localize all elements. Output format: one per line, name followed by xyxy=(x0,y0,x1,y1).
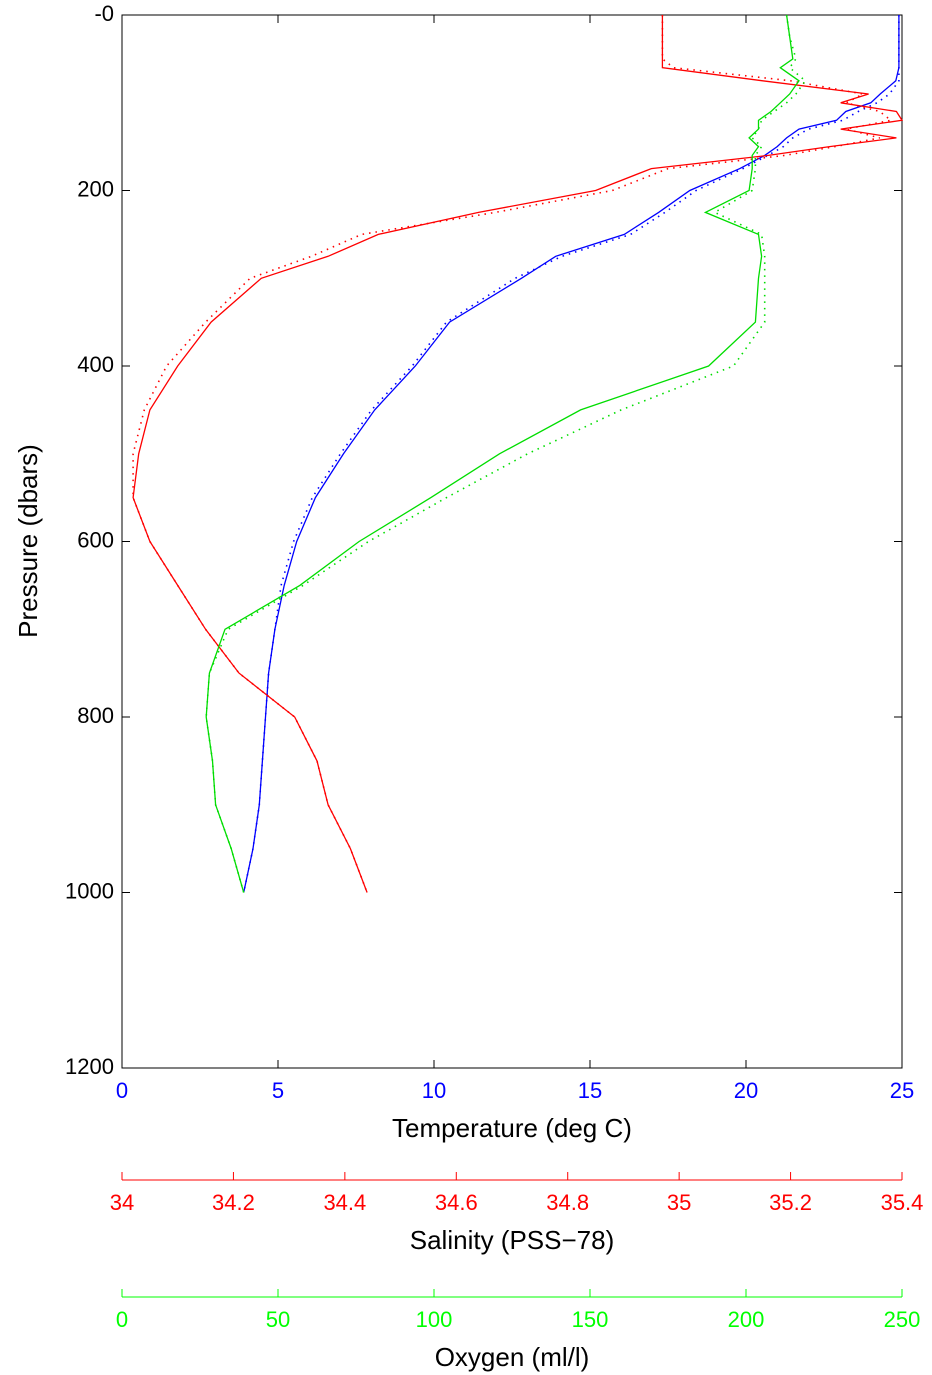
x-tick-label: 35.2 xyxy=(769,1190,812,1215)
x-tick-label: 50 xyxy=(266,1307,290,1332)
profile-line xyxy=(242,15,900,893)
x-tick-label: 15 xyxy=(578,1078,602,1103)
x-axis-label: Temperature (deg C) xyxy=(392,1113,632,1143)
x-tick-label: 150 xyxy=(572,1307,609,1332)
y-axis-label: Pressure (dbars) xyxy=(13,444,43,638)
x-axis-label: Salinity (PSS−78) xyxy=(410,1225,614,1255)
x-tick-label: 5 xyxy=(272,1078,284,1103)
x-tick-label: 35 xyxy=(667,1190,691,1215)
x-tick-label: 0 xyxy=(116,1078,128,1103)
y-tick-label: 200 xyxy=(77,176,114,201)
y-tick-label: 1200 xyxy=(65,1054,114,1079)
x-tick-label: 35.4 xyxy=(881,1190,924,1215)
x-tick-label: 34.2 xyxy=(212,1190,255,1215)
y-tick-label: -0 xyxy=(94,1,114,26)
profile-line xyxy=(243,15,900,893)
profile-line xyxy=(205,14,807,893)
y-tick-label: 800 xyxy=(77,703,114,728)
x-tick-label: 34 xyxy=(110,1190,134,1215)
x-tick-label: 100 xyxy=(416,1307,453,1332)
x-tick-label: 250 xyxy=(884,1307,921,1332)
x-tick-label: 10 xyxy=(422,1078,446,1103)
x-tick-label: 34.6 xyxy=(435,1190,478,1215)
x-tick-label: 20 xyxy=(734,1078,758,1103)
y-tick-label: 600 xyxy=(77,527,114,552)
x-tick-label: 0 xyxy=(116,1307,128,1332)
plot-frame xyxy=(121,14,903,1069)
x-tick-label: 200 xyxy=(728,1307,765,1332)
x-tick-label: 34.4 xyxy=(323,1190,366,1215)
y-tick-label: 1000 xyxy=(65,878,114,903)
x-tick-label: 34.8 xyxy=(546,1190,589,1215)
profile-line xyxy=(205,14,800,893)
x-tick-label: 25 xyxy=(890,1078,914,1103)
x-axis-label: Oxygen (ml/l) xyxy=(435,1342,590,1372)
y-tick-label: 400 xyxy=(77,352,114,377)
profile-line xyxy=(132,15,904,893)
